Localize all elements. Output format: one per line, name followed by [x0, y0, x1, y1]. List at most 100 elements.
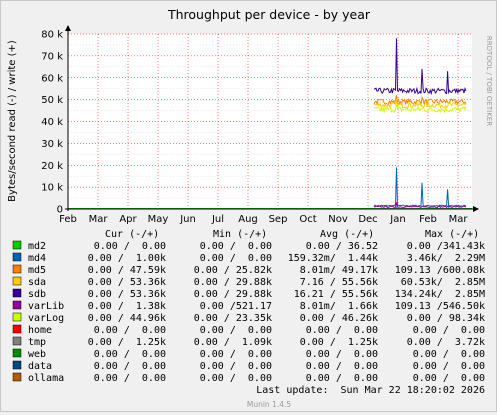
- legend-cur-md2: 0.00 / 0.00: [94, 241, 166, 252]
- legend-cur-md4: 0.00 / 1.00k: [88, 253, 166, 264]
- legend-avg-ollama: 0.00 / 0.00: [306, 373, 378, 384]
- x-tick-label: Sep: [269, 214, 288, 225]
- legend-min-sdb: 0.00 / 29.88k: [194, 289, 272, 300]
- legend-name-md5: md5: [28, 265, 46, 276]
- legend-min-data: 0.00 / 0.00: [200, 361, 272, 372]
- y-tick-label: 0: [57, 205, 63, 216]
- legend-swatch-data: [12, 360, 22, 370]
- y-tick-label: 30 k: [41, 139, 63, 150]
- x-tick-label: Jun: [179, 214, 196, 225]
- series-line-md4: [373, 167, 467, 207]
- x-tick-label: Jan: [389, 214, 405, 225]
- legend-max-md4: 3.46k/ 2.29M: [407, 253, 485, 264]
- legend-name-varLog: varLog: [28, 313, 64, 324]
- legend-name-md4: md4: [28, 253, 46, 264]
- series-line-varLog: [373, 103, 467, 114]
- chart-title: Throughput per device - by year: [167, 7, 371, 22]
- legend-max-web: 0.00 / 0.00: [413, 349, 485, 360]
- legend-swatch-web: [12, 348, 22, 358]
- legend-cur-home: 0.00 / 0.00: [94, 325, 166, 336]
- legend-swatch-md5: [12, 264, 22, 274]
- legend-name-sdb: sdb: [28, 289, 46, 300]
- y-tick-label: 50 k: [41, 95, 63, 106]
- y-tick-label: 70 k: [41, 51, 63, 62]
- legend-name-md2: md2: [28, 241, 46, 252]
- x-tick-label: Mar: [449, 214, 469, 225]
- x-tick-labels: Feb Mar Apr May Jun Jul Aug Sep Oct Nov Dec Jan Feb M…: [59, 214, 468, 225]
- legend-max-md2: 0.00 /341.43k: [407, 241, 485, 252]
- series-line-md5: [373, 95, 467, 107]
- legend-cur-sdb: 0.00 / 53.36k: [88, 289, 166, 300]
- legend-header-min: Min (-/+): [213, 229, 267, 240]
- y-tick-label: 10 k: [41, 183, 63, 194]
- legend-max-varLib: 109.13 /546.50k: [395, 301, 485, 312]
- legend-avg-tmp: 0.00 / 1.25k: [300, 337, 378, 348]
- legend-avg-md2: 0.00 / 36.52: [306, 241, 378, 252]
- x-tick-label: Feb: [59, 214, 77, 225]
- legend-name-ollama: ollama: [28, 373, 64, 384]
- x-tick-label: Feb: [419, 214, 437, 225]
- legend-max-tmp: 0.00 / 3.72k: [407, 337, 485, 348]
- legend-min-varLog: 0.00 / 23.35k: [194, 313, 272, 324]
- x-tick-label: Nov: [328, 214, 348, 225]
- series-line-varLib: [373, 202, 467, 209]
- x-axis-arrow: [473, 206, 479, 212]
- legend-swatch-md4: [12, 252, 22, 262]
- legend-cur-web: 0.00 / 0.00: [94, 349, 166, 360]
- legend-name-home: home: [28, 325, 52, 336]
- legend-table: md2 0.00 / 0.00 0.00 / 0.00 0.00 / 36.52 0.0…: [12, 240, 485, 384]
- y-tick-label: 60 k: [41, 73, 63, 84]
- y-tick-label: 20 k: [41, 161, 63, 172]
- series-line-sda: [373, 99, 467, 109]
- legend-min-md2: 0.00 / 0.00: [200, 241, 272, 252]
- legend-header-avg: Avg (-/+): [320, 229, 374, 240]
- grid: [68, 33, 472, 209]
- legend-swatch-sdb: [12, 288, 22, 298]
- legend-cur-sda: 0.00 / 53.36k: [88, 277, 166, 288]
- legend-cur-varLog: 0.00 / 44.96k: [88, 313, 166, 324]
- legend-max-data: 0.00 / 0.00: [413, 361, 485, 372]
- y-tick-label: 40 k: [41, 117, 63, 128]
- legend-avg-md5: 8.01m/ 49.17k: [300, 265, 378, 276]
- legend-cur-tmp: 0.00 / 1.25k: [88, 337, 166, 348]
- legend-cur-md5: 0.00 / 47.59k: [88, 265, 166, 276]
- legend-avg-varLib: 8.01m/ 1.66k: [300, 301, 378, 312]
- legend-min-sda: 0.00 / 29.88k: [194, 277, 272, 288]
- x-tick-label: May: [148, 214, 169, 225]
- legend-min-md5: 0.00 / 25.82k: [194, 265, 272, 276]
- y-axis-label: Bytes/second read (-) / write (+): [7, 40, 18, 202]
- y-tick-label: 80 k: [41, 30, 63, 41]
- legend-min-md4: 0.00 / 0.00: [200, 253, 272, 264]
- legend-max-varLog: 0.00 / 98.34k: [407, 313, 485, 324]
- legend-min-tmp: 0.00 / 1.09k: [194, 337, 272, 348]
- legend-name-data: data: [28, 361, 52, 372]
- legend-max-ollama: 0.00 / 0.00: [413, 373, 485, 384]
- legend-name-varLib: varLib: [28, 301, 64, 312]
- legend-min-home: 0.00 / 0.00: [200, 325, 272, 336]
- legend-min-varLib: 0.00 /521.17: [200, 301, 272, 312]
- legend-name-sda: sda: [28, 277, 46, 288]
- legend-cur-ollama: 0.00 / 0.00: [94, 373, 166, 384]
- legend-header-max: Max (-/+): [425, 229, 479, 240]
- legend-avg-varLog: 0.00 / 46.26k: [300, 313, 378, 324]
- series-line-sdb: [373, 38, 467, 96]
- legend-cur-varLib: 0.00 / 1.38k: [88, 301, 166, 312]
- legend-swatch-varLib: [12, 300, 22, 310]
- legend-swatch-ollama: [12, 372, 22, 382]
- legend-max-home: 0.00 / 0.00: [413, 325, 485, 336]
- legend-avg-sdb: 16.21 / 55.56k: [294, 289, 378, 300]
- legend-avg-data: 0.00 / 0.00: [306, 361, 378, 372]
- legend-avg-sda: 7.16 / 55.56k: [300, 277, 378, 288]
- munin-version: Munin 1.4.5: [247, 400, 292, 409]
- rrdtool-watermark: RRDTOOL / TOBI OETIKER: [485, 36, 493, 126]
- legend-header-cur: Cur (-/+): [105, 229, 159, 240]
- legend-avg-md4: 159.32m/ 1.44k: [288, 253, 378, 264]
- legend-min-web: 0.00 / 0.00: [200, 349, 272, 360]
- x-tick-label: Aug: [238, 214, 258, 225]
- legend-swatch-sda: [12, 276, 22, 286]
- legend-swatch-md2: [12, 240, 22, 250]
- legend-name-web: web: [28, 349, 46, 360]
- legend-avg-web: 0.00 / 0.00: [306, 349, 378, 360]
